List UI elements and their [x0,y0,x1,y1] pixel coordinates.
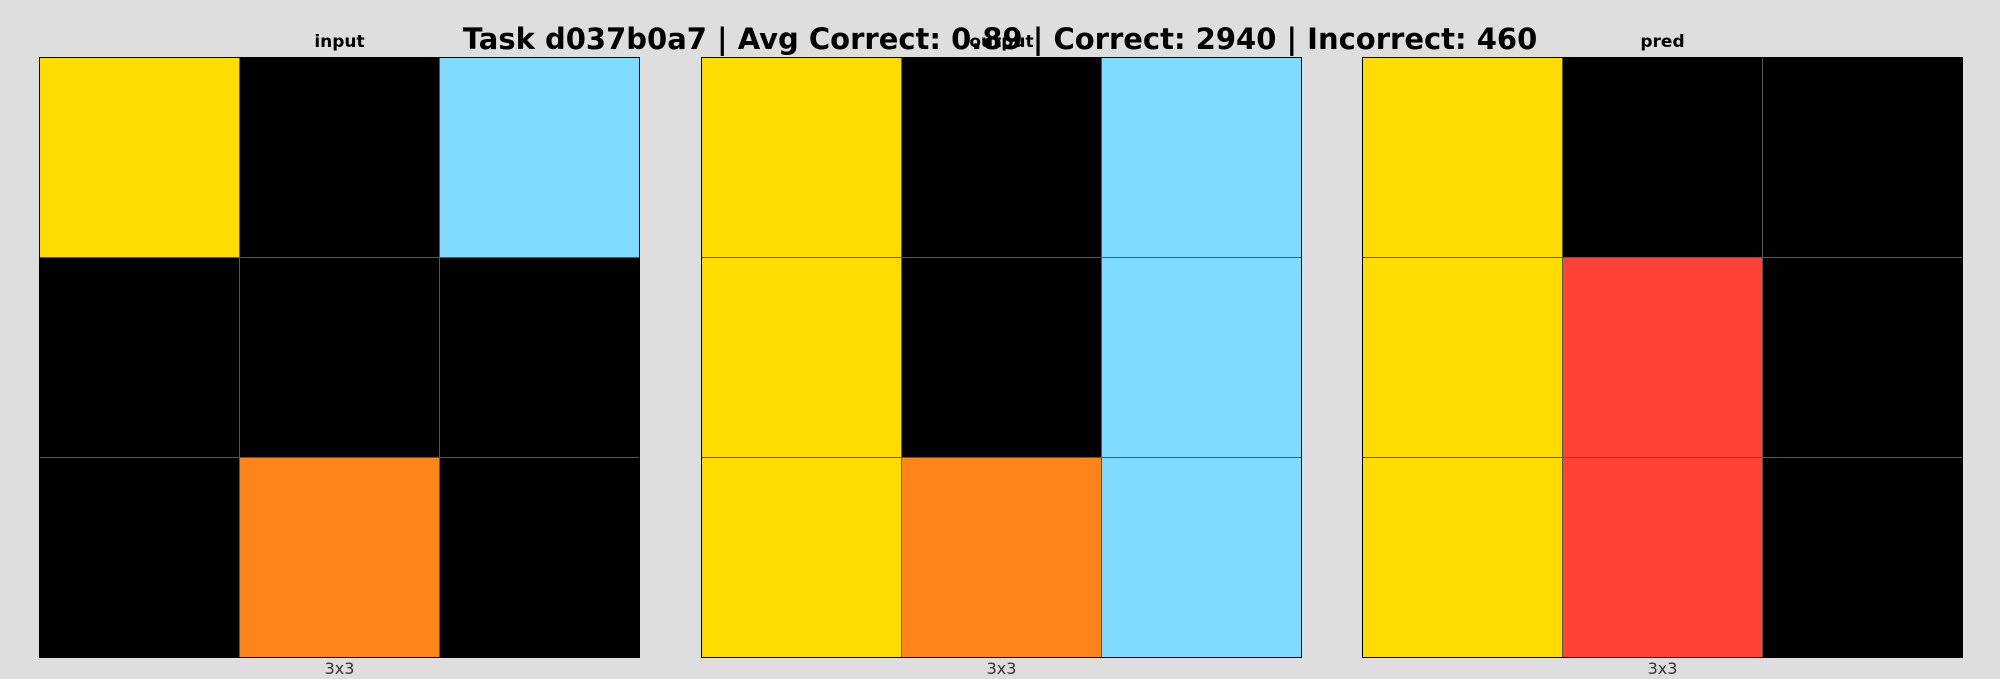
grid-cell [1102,258,1301,457]
grid-cell [1763,58,1962,257]
pred-grid [1362,57,1963,658]
grid-cell [1102,458,1301,657]
grid-cell [240,258,439,457]
panel-input: input 3x3 [39,0,640,678]
grid-cell [1363,258,1562,457]
output-grid [701,57,1302,658]
grid-cell [902,58,1101,257]
grid-cell [40,258,239,457]
grid-cell [902,258,1101,457]
grid-cell [1363,458,1562,657]
grid-size-label: 3x3 [324,659,355,678]
grid-cell [702,258,901,457]
panel-title: output [969,32,1034,52]
grid-cell [1563,58,1762,257]
grid-cell [240,58,439,257]
grid-cell [1563,458,1762,657]
panel-output: output 3x3 [701,0,1302,678]
input-grid [39,57,640,658]
grid-cell [1763,458,1962,657]
grid-size-label: 3x3 [1647,659,1678,678]
grid-cell [440,458,639,657]
panel-pred: pred 3x3 [1362,0,1963,678]
grid-cell [240,458,439,657]
grid-cell [1363,58,1562,257]
grid-cell [1763,258,1962,457]
panel-title: input [314,32,365,52]
grid-size-label: 3x3 [986,659,1017,678]
panel-title: pred [1640,32,1685,52]
grid-cell [1563,258,1762,457]
grid-cell [1102,58,1301,257]
grid-cell [40,458,239,657]
grid-cell [902,458,1101,657]
grid-cell [440,58,639,257]
grid-cell [440,258,639,457]
grid-cell [40,58,239,257]
figure-title: Task d037b0a7 | Avg Correct: 0.89 | Corr… [462,22,1538,56]
grid-cell [702,458,901,657]
grid-cell [702,58,901,257]
